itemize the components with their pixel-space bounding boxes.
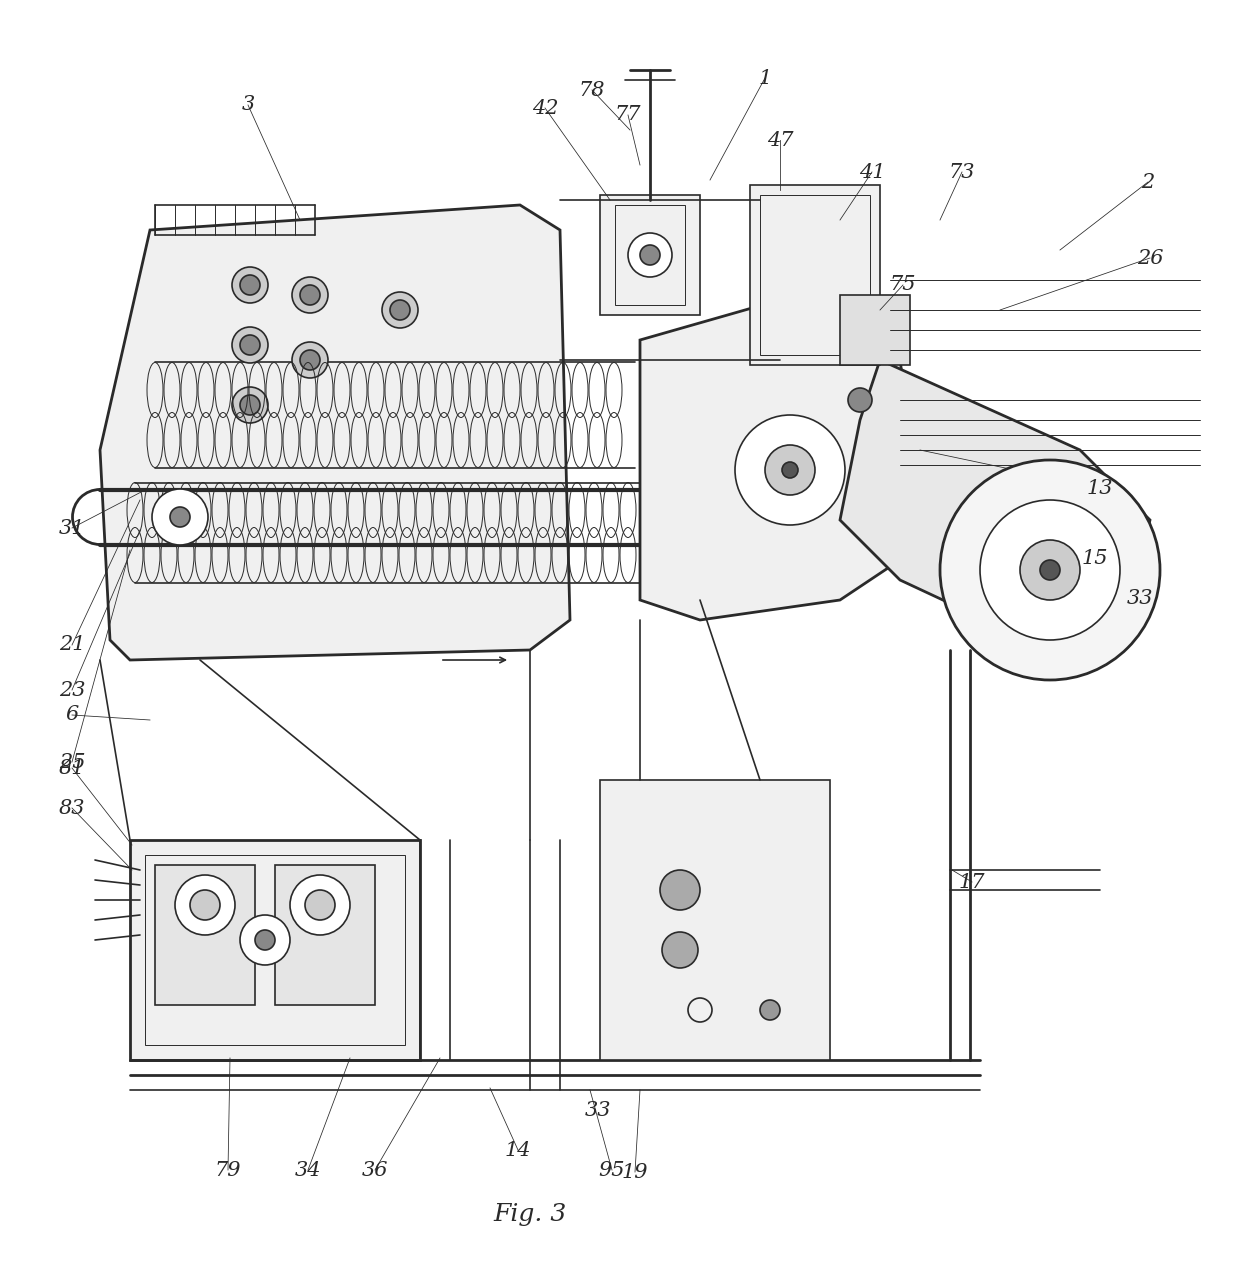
Text: 41: 41 <box>859 163 885 181</box>
Text: 13: 13 <box>1086 479 1114 497</box>
Text: 79: 79 <box>215 1161 242 1180</box>
Circle shape <box>760 1000 780 1019</box>
Polygon shape <box>640 300 920 620</box>
Circle shape <box>980 499 1120 639</box>
Bar <box>600 779 830 1061</box>
Text: 14: 14 <box>505 1140 531 1159</box>
Text: 15: 15 <box>1081 548 1109 568</box>
Text: 73: 73 <box>949 163 975 181</box>
Bar <box>615 205 684 306</box>
Bar <box>760 195 870 354</box>
Polygon shape <box>100 205 570 660</box>
Circle shape <box>190 890 219 921</box>
Text: 19: 19 <box>621 1162 649 1181</box>
Text: 31: 31 <box>58 519 86 538</box>
Text: 95: 95 <box>599 1161 625 1180</box>
Text: 81: 81 <box>58 759 86 778</box>
Circle shape <box>232 327 268 363</box>
Bar <box>130 840 420 1061</box>
Circle shape <box>300 351 320 370</box>
Text: 47: 47 <box>766 131 794 149</box>
Circle shape <box>241 395 260 415</box>
Text: 42: 42 <box>532 99 558 118</box>
Bar <box>750 185 880 365</box>
Bar <box>839 295 910 365</box>
Text: 75: 75 <box>890 276 916 294</box>
Circle shape <box>627 232 672 277</box>
Polygon shape <box>839 360 1149 650</box>
Circle shape <box>300 285 320 306</box>
Text: 83: 83 <box>58 799 86 818</box>
Circle shape <box>241 275 260 295</box>
Circle shape <box>241 915 290 966</box>
Circle shape <box>1021 541 1080 600</box>
Text: 6: 6 <box>66 705 78 724</box>
Circle shape <box>291 342 329 377</box>
Text: 2: 2 <box>1141 172 1154 191</box>
Circle shape <box>640 245 660 265</box>
Circle shape <box>232 386 268 422</box>
Bar <box>145 855 405 1045</box>
Circle shape <box>1040 560 1060 580</box>
Circle shape <box>660 871 701 910</box>
Circle shape <box>153 489 208 544</box>
Circle shape <box>170 507 190 526</box>
Circle shape <box>382 291 418 327</box>
Bar <box>155 865 255 1005</box>
Circle shape <box>782 462 799 478</box>
Circle shape <box>940 460 1159 681</box>
Text: 26: 26 <box>1137 249 1163 267</box>
Text: 23: 23 <box>58 681 86 700</box>
Text: 33: 33 <box>1127 588 1153 607</box>
Circle shape <box>765 446 815 496</box>
Circle shape <box>391 300 410 320</box>
Circle shape <box>735 415 844 525</box>
Circle shape <box>848 388 872 412</box>
Text: 17: 17 <box>959 873 986 891</box>
Circle shape <box>305 890 335 921</box>
Text: 78: 78 <box>579 81 605 99</box>
Text: 21: 21 <box>58 636 86 655</box>
Circle shape <box>290 874 350 935</box>
Text: 36: 36 <box>362 1161 388 1180</box>
Text: Fig. 3: Fig. 3 <box>494 1203 567 1226</box>
Bar <box>275 865 374 1005</box>
Circle shape <box>255 930 275 950</box>
Circle shape <box>175 874 236 935</box>
Text: 77: 77 <box>615 105 641 125</box>
Text: 25: 25 <box>58 752 86 772</box>
Text: 1: 1 <box>759 68 771 87</box>
Circle shape <box>232 267 268 303</box>
Text: 34: 34 <box>295 1161 321 1180</box>
Circle shape <box>241 335 260 354</box>
Text: 33: 33 <box>585 1100 611 1120</box>
Circle shape <box>291 277 329 313</box>
Text: 3: 3 <box>242 95 254 114</box>
Circle shape <box>662 932 698 968</box>
Bar <box>600 195 701 315</box>
